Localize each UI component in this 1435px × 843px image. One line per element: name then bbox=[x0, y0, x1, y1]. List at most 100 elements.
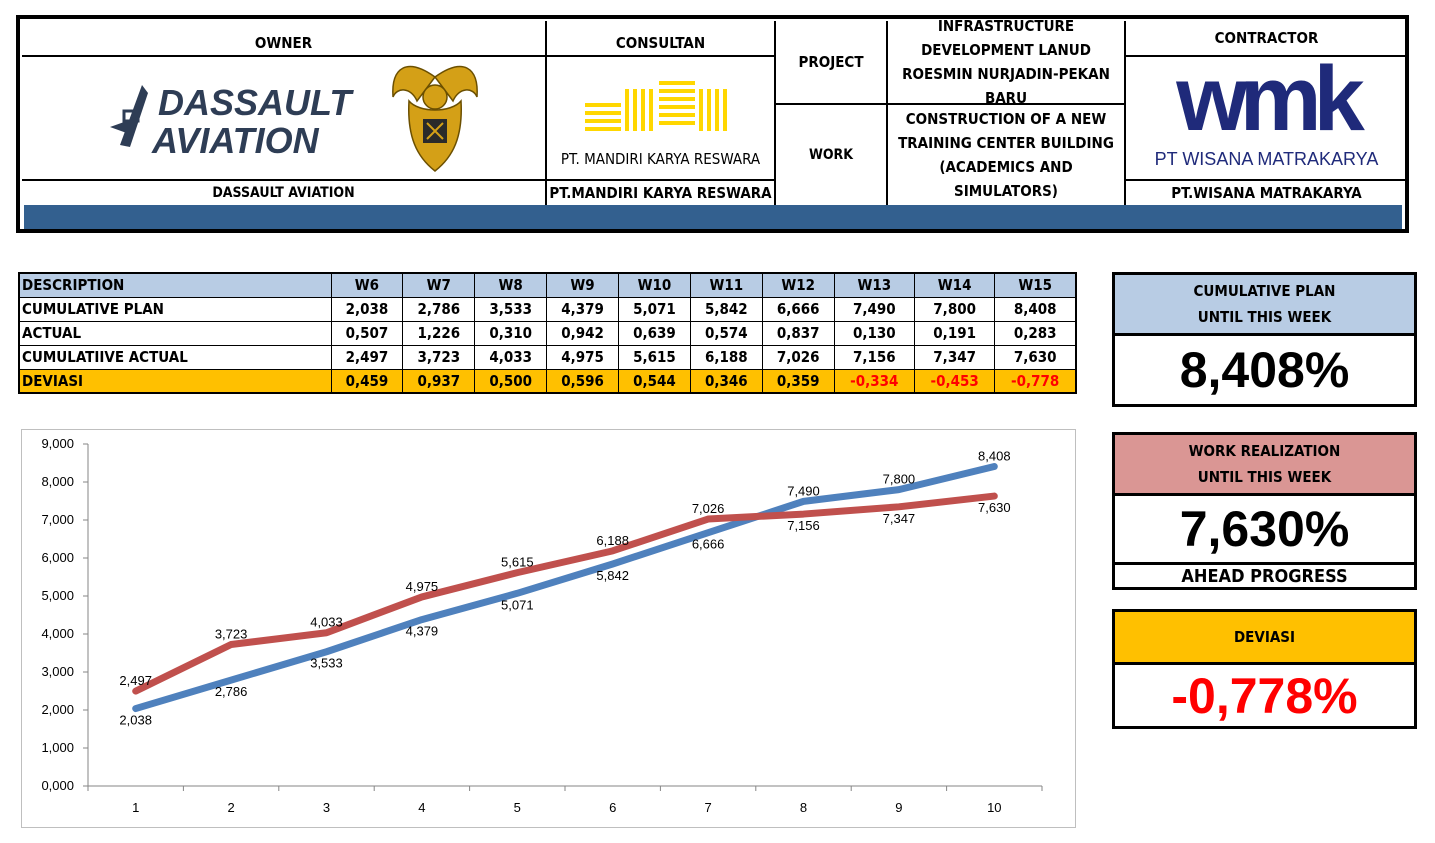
project-value-cell: INFRASTRUCTURE DEVELOPMENT LANUD ROESMIN… bbox=[886, 17, 1126, 107]
cumulative-plan-box: CUMULATIVE PLAN UNTIL THIS WEEK 8,408% bbox=[1112, 272, 1417, 407]
table-header-week: W8 bbox=[474, 272, 548, 298]
contractor-name-cell: PT.WISANA MATRAKARYA bbox=[1124, 179, 1407, 205]
table-cell: 0,942 bbox=[546, 320, 619, 346]
table-cell: 7,156 bbox=[833, 344, 915, 370]
progress-table: DESCRIPTION W6 W7 W8 W9 W10 W11 W12 W13 W14 W15 C… bbox=[18, 272, 1077, 394]
deviasi-value: -0,778% bbox=[1171, 667, 1358, 724]
cumulative-plan-label-1: CUMULATIVE PLAN bbox=[1193, 282, 1336, 300]
data-label: 6,188 bbox=[596, 533, 629, 548]
x-tick-label: 4 bbox=[418, 800, 425, 815]
data-label: 3,533 bbox=[310, 656, 343, 671]
work-label-cell: WORK bbox=[774, 103, 888, 205]
x-tick-label: 1 bbox=[132, 800, 139, 815]
y-tick-label: 0,000 bbox=[41, 778, 74, 793]
table-row-label: ACTUAL bbox=[18, 320, 332, 346]
table-cell: 2,786 bbox=[402, 296, 476, 322]
data-label: 7,800 bbox=[883, 472, 916, 487]
cumulative-plan-label-2: UNTIL THIS WEEK bbox=[1197, 308, 1332, 326]
table-cell: 2,038 bbox=[330, 296, 404, 322]
table-cell: 5,842 bbox=[689, 296, 763, 322]
y-tick-label: 8,000 bbox=[41, 474, 74, 489]
table-cell: 6,666 bbox=[761, 296, 835, 322]
y-tick-label: 5,000 bbox=[41, 588, 74, 603]
table-row-label: CUMULATIVE PLAN bbox=[18, 296, 332, 322]
table-cell: 7,800 bbox=[913, 296, 996, 322]
work-value: CONSTRUCTION OF A NEW TRAINING CENTER BU… bbox=[898, 110, 1114, 200]
x-tick-label: 5 bbox=[514, 800, 521, 815]
series-line-1 bbox=[132, 462, 998, 713]
table-row-label: DEVIASI bbox=[18, 368, 332, 394]
y-tick-label: 3,000 bbox=[41, 664, 74, 679]
x-tick-label: 3 bbox=[323, 800, 330, 815]
project-label-cell: PROJECT bbox=[774, 21, 888, 105]
dassault-logo-icon: DASSAULT AVIATION bbox=[110, 82, 354, 161]
data-label: 4,033 bbox=[310, 615, 343, 630]
table-row-label: CUMULATIIVE ACTUAL bbox=[18, 344, 332, 370]
owner-label-cell: OWNER bbox=[22, 21, 547, 57]
table-cell: 2,497 bbox=[330, 344, 404, 370]
data-label: 5,842 bbox=[596, 568, 629, 583]
header-panel: OWNER DASSAULT AVIATION DASSAULT AVIATIO… bbox=[16, 15, 1409, 233]
contractor-logo-cell: wmk PT WISANA MATRAKARYA bbox=[1124, 49, 1407, 181]
contractor-name: PT.WISANA MATRAKARYA bbox=[1171, 184, 1362, 202]
consultant-name: PT.MANDIRI KARYA RESWARA bbox=[549, 184, 772, 202]
contractor-logo-text: PT WISANA MATRAKARYA bbox=[1154, 149, 1379, 169]
x-tick-label: 10 bbox=[987, 800, 1001, 815]
consultant-name-cell: PT.MANDIRI KARYA RESWARA bbox=[545, 179, 776, 205]
owner-label: OWNER bbox=[254, 34, 313, 52]
data-label: 7,347 bbox=[883, 511, 916, 526]
table-header-week: W11 bbox=[689, 272, 763, 298]
table-cell: 0,459 bbox=[330, 368, 404, 394]
table-header-week: W13 bbox=[833, 272, 915, 298]
work-realization-label-1: WORK REALIZATION bbox=[1188, 442, 1341, 460]
data-label: 6,666 bbox=[692, 537, 725, 552]
y-tick-label: 2,000 bbox=[41, 702, 74, 717]
table-cell: 0,937 bbox=[402, 368, 476, 394]
owner-logo-cell: DASSAULT AVIATION bbox=[22, 55, 547, 181]
table-cell: -0,778 bbox=[994, 368, 1077, 394]
table-header-row: DESCRIPTION W6 W7 W8 W9 W10 W11 W12 W13 W14 W15 bbox=[18, 272, 1077, 298]
table-cell: 7,026 bbox=[761, 344, 835, 370]
progress-status: AHEAD PROGRESS bbox=[1181, 565, 1348, 587]
owner-name: DASSAULT AVIATION bbox=[212, 185, 355, 201]
table-cell: -0,334 bbox=[833, 368, 915, 394]
table-cell: 8,408 bbox=[994, 296, 1077, 322]
table-cell: 0,837 bbox=[761, 320, 835, 346]
table-cell: 0,310 bbox=[474, 320, 548, 346]
table-cell: 7,347 bbox=[913, 344, 996, 370]
chart-panel: 0,000 1,000 2,000 3,000 4,000 5,000 6,000 7,000… bbox=[21, 429, 1076, 828]
contractor-label: CONTRACTOR bbox=[1214, 29, 1319, 47]
table-cell: 7,630 bbox=[994, 344, 1077, 370]
data-label: 3,723 bbox=[215, 627, 248, 642]
table-cell: 6,188 bbox=[689, 344, 763, 370]
table-cell: -0,453 bbox=[913, 368, 996, 394]
y-tick-label: 7,000 bbox=[41, 512, 74, 527]
table-cell: 5,615 bbox=[618, 344, 691, 370]
data-label: 7,490 bbox=[787, 483, 820, 498]
work-realization-value: 7,630% bbox=[1115, 496, 1414, 565]
y-tick-label: 9,000 bbox=[41, 436, 74, 451]
project-label: PROJECT bbox=[798, 53, 864, 71]
y-tick-label: 1,000 bbox=[41, 740, 74, 755]
table-cell: 0,283 bbox=[994, 320, 1077, 346]
eagle-emblem-icon bbox=[392, 66, 478, 172]
y-tick-label: 6,000 bbox=[41, 550, 74, 565]
table-header-week: W7 bbox=[402, 272, 476, 298]
table-header-week: W12 bbox=[761, 272, 835, 298]
data-label: 4,379 bbox=[406, 624, 439, 639]
table-row: DEVIASI 0,459 0,937 0,500 0,596 0,544 0,346 0,3… bbox=[18, 368, 1077, 394]
data-label: 2,038 bbox=[119, 713, 152, 728]
data-label: 7,026 bbox=[692, 501, 725, 516]
cumulative-plan-header: CUMULATIVE PLAN UNTIL THIS WEEK bbox=[1115, 275, 1414, 336]
deviasi-box: DEVIASI -0,778% bbox=[1112, 609, 1417, 729]
consultant-logo-text: PT. MANDIRI KARYA RESWARA bbox=[560, 150, 761, 168]
work-realization-header: WORK REALIZATION UNTIL THIS WEEK bbox=[1115, 435, 1414, 496]
x-tick-label: 6 bbox=[609, 800, 616, 815]
owner-logo-text-1: DASSAULT bbox=[158, 82, 354, 123]
table-header-week: W15 bbox=[994, 272, 1077, 298]
y-tick-label: 4,000 bbox=[41, 626, 74, 641]
table-cell: 0,346 bbox=[689, 368, 763, 394]
table-header-description: DESCRIPTION bbox=[18, 272, 332, 298]
data-label: 5,071 bbox=[501, 597, 534, 612]
work-value-cell: CONSTRUCTION OF A NEW TRAINING CENTER BU… bbox=[886, 103, 1126, 205]
